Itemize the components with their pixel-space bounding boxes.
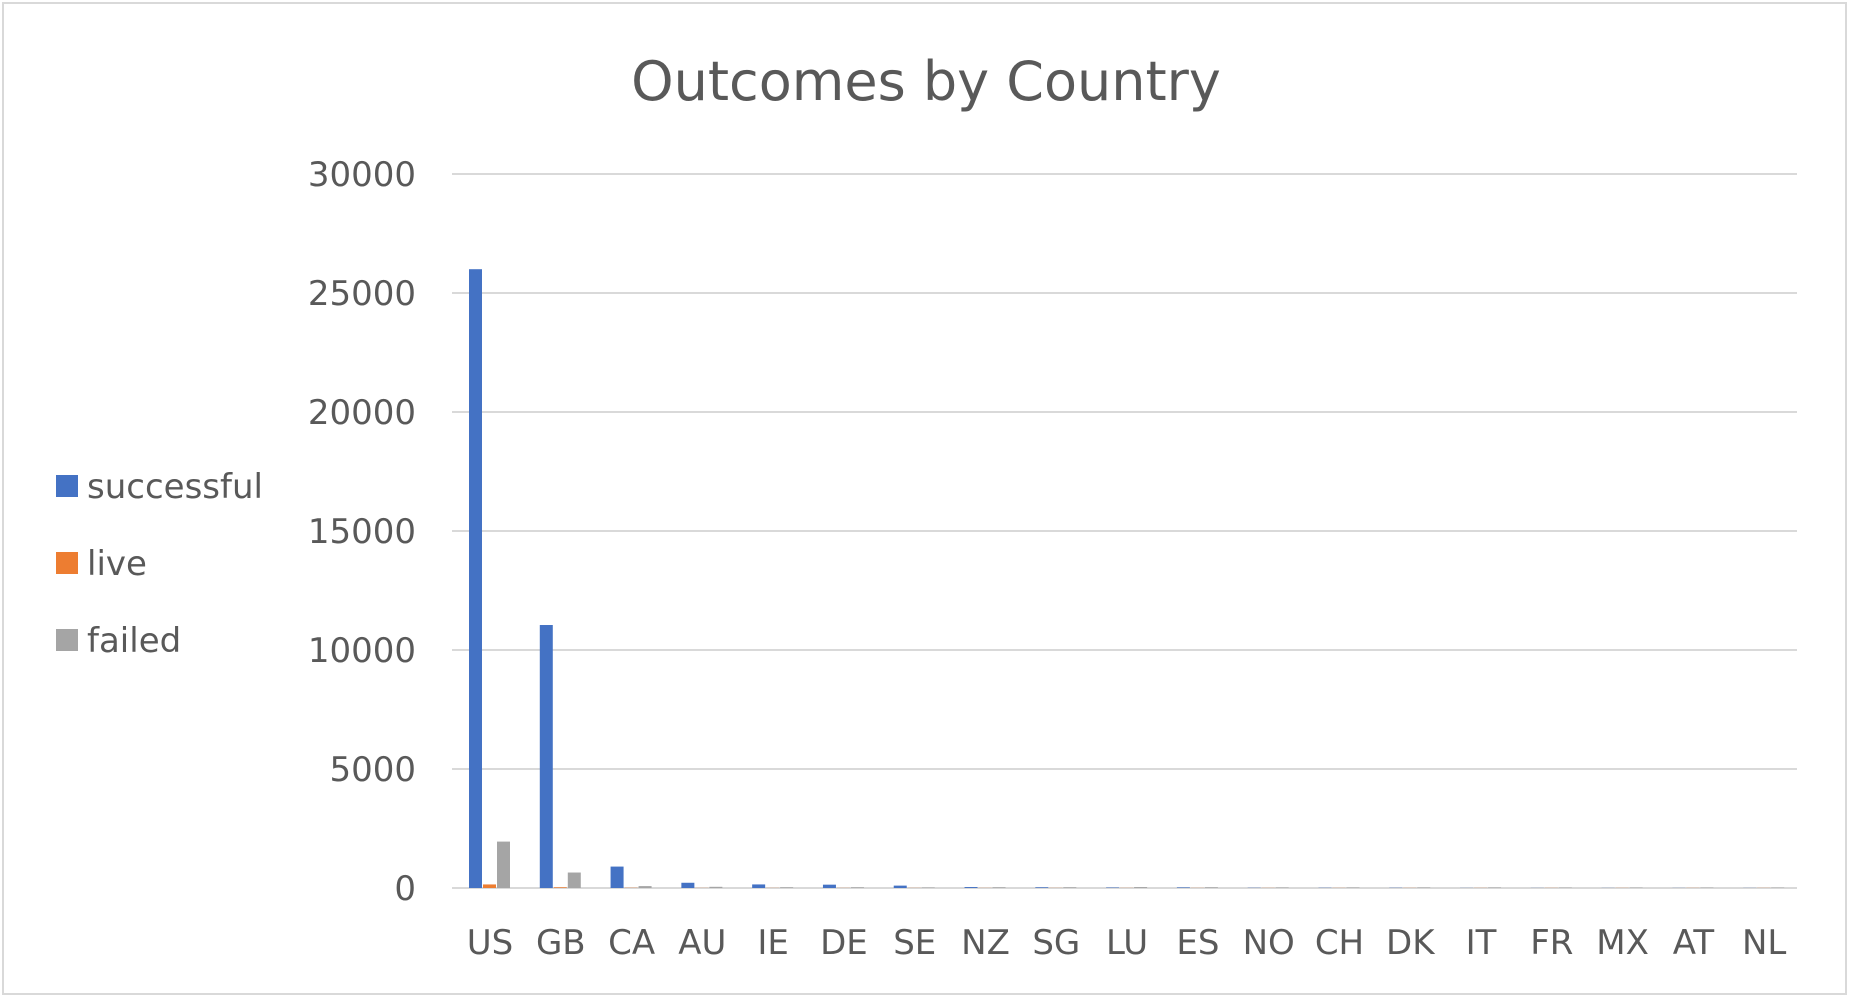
bar-failed-sg: [1063, 887, 1077, 888]
bar-successful-ie: [752, 884, 766, 888]
bar-successful-es: [1176, 887, 1190, 888]
bar-successful-ca: [610, 866, 624, 888]
y-tick-label: 0: [394, 869, 416, 909]
x-tick-nl: NL: [1742, 923, 1786, 963]
x-tick-es: ES: [1176, 923, 1219, 963]
x-tick-at: AT: [1673, 923, 1715, 963]
bars: [469, 269, 1785, 888]
bar-failed-ca: [638, 886, 652, 888]
legend: successful live failed: [56, 467, 263, 661]
bar-live-us: [483, 884, 496, 888]
x-tick-sg: SG: [1032, 923, 1080, 963]
legend-swatch-successful: [56, 475, 78, 497]
bar-successful-se: [893, 885, 907, 888]
legend-label-live: live: [87, 544, 147, 584]
legend-swatch-failed: [56, 629, 78, 651]
x-tick-ie: IE: [757, 923, 789, 963]
bar-successful-sg: [1035, 887, 1049, 888]
bar-failed-us: [497, 841, 510, 888]
chart-title: Outcomes by Country: [631, 50, 1221, 113]
x-tick-ch: CH: [1315, 923, 1364, 963]
bar-failed-nz: [992, 887, 1006, 888]
x-tick-it: IT: [1466, 923, 1497, 963]
bar-successful-au: [681, 882, 695, 888]
bar-successful-nz: [964, 887, 978, 888]
y-tick-label: 30000: [308, 155, 416, 195]
legend-label-successful: successful: [87, 467, 263, 507]
bar-failed-lu: [1134, 887, 1148, 888]
bar-successful-gb: [539, 625, 553, 888]
x-axis-ticks: US GB CA AU IE DE SE NZ SG LU ES NO CH DK IT FR MX AT NL: [467, 923, 1787, 963]
y-axis-ticks: 0 5000 10000 15000 20000 25000 30000: [308, 155, 416, 909]
bar-successful-us: [469, 269, 482, 888]
x-tick-ca: CA: [608, 923, 655, 963]
bar-live-gb: [553, 887, 567, 888]
y-tick-label: 15000: [308, 512, 416, 552]
x-tick-us: US: [467, 923, 513, 963]
outcomes-bar-chart: Outcomes by Country 0 5000 10000 15000 20000…: [56, 50, 1797, 963]
x-tick-dk: DK: [1386, 923, 1436, 963]
x-tick-se: SE: [893, 923, 936, 963]
bar-failed-gb: [567, 872, 581, 888]
x-tick-mx: MX: [1596, 923, 1649, 963]
legend-label-failed: failed: [87, 621, 181, 661]
gridlines: [452, 173, 1797, 889]
legend-swatch-live: [56, 552, 78, 574]
y-tick-label: 5000: [329, 750, 416, 790]
bar-failed-es: [1204, 887, 1218, 888]
x-tick-lu: LU: [1106, 923, 1148, 963]
bar-failed-ie: [780, 887, 794, 888]
x-tick-no: NO: [1243, 923, 1295, 963]
x-tick-gb: GB: [536, 923, 586, 963]
y-tick-label: 25000: [308, 274, 416, 314]
bar-successful-de: [822, 884, 836, 888]
y-tick-label: 10000: [308, 631, 416, 671]
bar-failed-de: [850, 887, 864, 888]
bar-failed-au: [709, 886, 723, 888]
x-tick-fr: FR: [1530, 923, 1573, 963]
x-tick-au: AU: [678, 923, 726, 963]
x-tick-de: DE: [820, 923, 868, 963]
x-tick-nz: NZ: [961, 923, 1010, 963]
y-tick-label: 20000: [308, 393, 416, 433]
